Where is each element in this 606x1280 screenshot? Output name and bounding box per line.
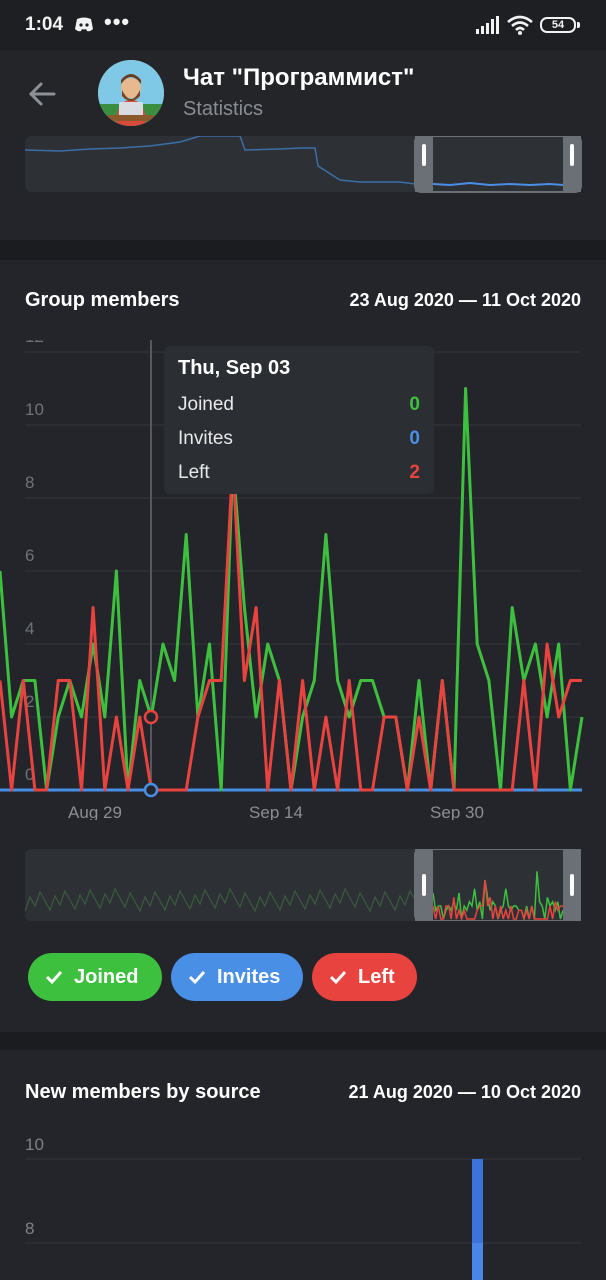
battery-indicator: 54 <box>540 17 576 33</box>
chat-avatar[interactable] <box>98 60 164 126</box>
tooltip-label-joined: Joined <box>178 394 234 415</box>
x-tick-label: Sep 14 <box>249 803 303 820</box>
y-tick-label: 0 <box>25 765 34 784</box>
hover-point <box>143 782 159 798</box>
new-members-chart[interactable]: 10 8 <box>0 1130 606 1280</box>
hover-point <box>143 709 159 725</box>
members-chart-card <box>0 136 606 240</box>
y-tick-label: 2 <box>25 692 34 711</box>
discord-icon <box>75 17 93 32</box>
tooltip-label-invites: Invites <box>178 428 233 449</box>
new-members-title: New members by source <box>25 1081 261 1103</box>
y-tick-label: 8 <box>25 473 34 492</box>
members-navigator[interactable] <box>0 136 606 240</box>
check-icon <box>45 970 63 985</box>
legend-toggle-invites[interactable]: Invites <box>171 953 303 1001</box>
navigator-window-line <box>432 181 564 187</box>
group-members-range: 23 Aug 2020 — 11 Oct 2020 <box>349 290 581 310</box>
group-members-navigator[interactable] <box>25 849 581 921</box>
wifi-icon <box>507 15 533 35</box>
signal-icon <box>476 16 499 34</box>
legend-label-left: Left <box>358 965 395 988</box>
navigator-background <box>25 849 581 921</box>
new-members-range: 21 Aug 2020 — 10 Oct 2020 <box>348 1082 581 1102</box>
chat-title: Чат "Программист" <box>183 64 415 91</box>
tooltip-date: Thu, Sep 03 <box>178 357 291 379</box>
series-line-left <box>0 460 582 792</box>
bar <box>472 1243 483 1280</box>
bar <box>472 1159 483 1280</box>
status-time: 1:04 <box>25 14 64 35</box>
chart-tooltip: Thu, Sep 03 Joined 0 Invites 0 Left 2 <box>164 346 434 494</box>
back-arrow-icon[interactable] <box>22 74 62 114</box>
tooltip-label-left: Left <box>178 462 210 483</box>
y-tick-label: 8 <box>25 1219 34 1238</box>
app-header: Чат "Программист" Statistics <box>0 50 606 136</box>
notification-dots: ••• <box>104 9 131 34</box>
y-tick-label: 10 <box>25 400 44 419</box>
y-tick-label: 10 <box>25 1135 44 1154</box>
y-tick-label: 6 <box>25 546 34 565</box>
chat-subtitle: Statistics <box>183 98 264 120</box>
tooltip-value-left: 2 <box>409 462 420 483</box>
legend-toggle-joined[interactable]: Joined <box>28 953 162 1001</box>
navigator-history-line <box>24 136 416 185</box>
battery-cap <box>577 22 580 28</box>
legend-toggle-left[interactable]: Left <box>312 953 417 1001</box>
legend-label-invites: Invites <box>217 965 281 988</box>
tooltip-value-invites: 0 <box>409 428 420 449</box>
group-members-chart[interactable]: 12 10 8 6 4 2 0 Aug 29 Sep 14 Sep 30 <box>0 340 606 820</box>
group-members-title: Group members <box>25 289 180 311</box>
navigator-series-line <box>432 879 563 921</box>
y-tick-label: 12 <box>25 340 44 346</box>
x-tick-label: Sep 30 <box>430 803 484 820</box>
legend-label-joined: Joined <box>74 965 139 988</box>
navigator-background <box>25 136 581 192</box>
check-icon <box>188 970 206 985</box>
y-tick-label: 4 <box>25 619 34 638</box>
check-icon <box>329 970 347 985</box>
status-bar: 1:04 ••• 54 <box>0 0 606 50</box>
x-tick-label: Aug 29 <box>68 803 122 820</box>
navigator-history-line <box>25 887 416 913</box>
tooltip-value-joined: 0 <box>409 394 420 415</box>
new-members-card: New members by source 21 Aug 2020 — 10 O… <box>0 1050 606 1280</box>
